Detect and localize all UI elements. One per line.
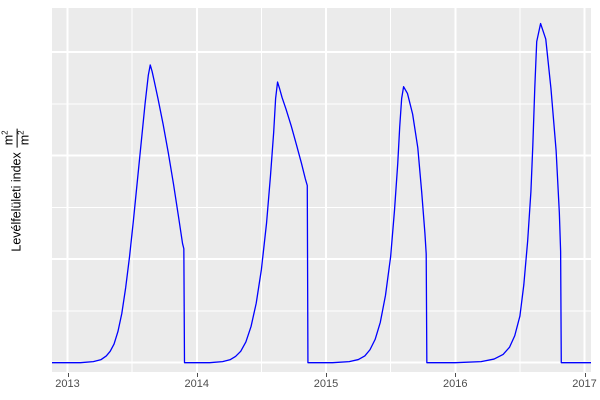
x-tick-mark [584, 373, 586, 377]
x-tick-mark [326, 373, 328, 377]
plot-svg [52, 8, 591, 372]
y-axis-units-denominator: m2 [16, 128, 32, 148]
data-series-layer [52, 22, 591, 364]
x-tick-label: 2014 [184, 378, 210, 390]
series-line-0 [52, 22, 591, 364]
y-axis-units-numerator: m2 [0, 130, 16, 146]
x-tick-label: 2016 [443, 378, 468, 390]
plot-panel [52, 8, 591, 372]
x-tick-mark [196, 373, 198, 377]
x-tick-mark [67, 373, 69, 377]
gridlines-minor [52, 8, 591, 372]
gridlines-major [52, 8, 591, 372]
y-axis-title: Levélfelületi index m2 m2 [0, 0, 34, 380]
x-tick-label: 2013 [55, 378, 80, 390]
x-tick-label: 2017 [572, 378, 597, 390]
x-tick-mark [455, 373, 457, 377]
x-tick-label: 2015 [313, 378, 339, 390]
y-axis-units-fraction: m2 m2 [0, 128, 32, 148]
y-axis-title-text: Levélfelületi index [10, 152, 24, 252]
